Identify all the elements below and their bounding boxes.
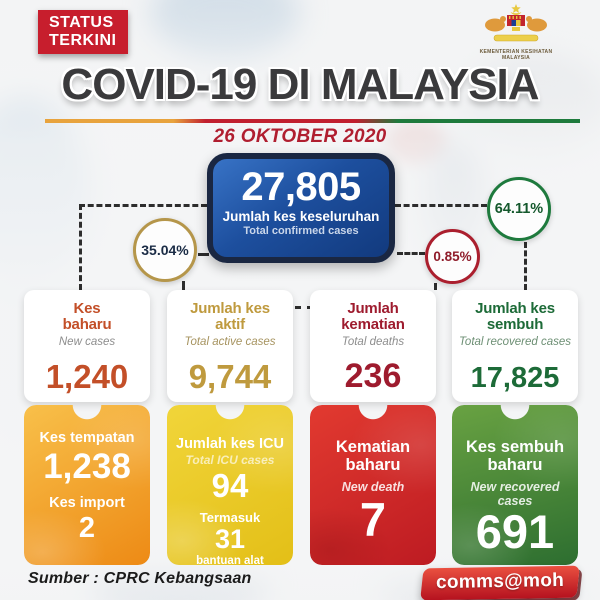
connector-line (182, 281, 185, 290)
icu-subtitle: Total ICU cases (185, 452, 275, 467)
active-cases-value: 9,744 (188, 358, 272, 395)
tricolor-divider (45, 119, 580, 123)
active-rate-circle: 35.04% (133, 218, 197, 282)
recovered-cases-value: 17,825 (470, 362, 560, 394)
total-cases-value: 27,805 (241, 165, 361, 209)
new-recovered-value: 691 (475, 504, 555, 558)
connector-line (79, 204, 207, 207)
malaysia-coat-of-arms-icon (485, 4, 547, 42)
recovered-cases-title: Jumlah kes sembuh (475, 300, 555, 333)
page-title: COVID-19 DI MALAYSIA (61, 60, 539, 109)
import-cases-value: 2 (78, 512, 96, 545)
icu-cases-card: Jumlah kes ICU Total ICU cases 94 Termas… (167, 405, 293, 579)
death-rate-value: 0.85% (433, 249, 472, 264)
connector-line (397, 252, 425, 255)
comms-moh-badge: comms@moh (420, 565, 580, 600)
connector-line (79, 204, 82, 290)
new-cases-value: 1,240 (45, 358, 129, 395)
total-cases-label-en: Total confirmed cases (243, 225, 359, 237)
recovery-rate-circle: 64.11% (487, 177, 551, 241)
connector-line (524, 242, 527, 290)
status-badge-line1: STATUS (49, 14, 114, 31)
connector-line (434, 283, 437, 290)
recovered-cases-card: Jumlah kes sembuh Total recovered cases … (452, 290, 578, 402)
data-source-note: Sumber : CPRC Kebangsaan (28, 570, 252, 587)
recovered-cases-subtitle: Total recovered cases (458, 335, 572, 348)
local-cases-value: 1,238 (43, 446, 131, 486)
connector-line (198, 253, 209, 256)
comms-moh-label: comms@moh (435, 569, 565, 594)
active-cases-card: Jumlah kes aktif Total active cases 9,74… (167, 290, 293, 402)
new-death-value: 7 (359, 493, 387, 546)
icu-value: 94 (211, 466, 249, 504)
total-deaths-subtitle: Total deaths (341, 335, 405, 348)
icu-including-label: Termasuk (199, 509, 261, 525)
new-death-card: Kematian baharu New death 7 (310, 405, 436, 565)
total-deaths-value: 236 (344, 357, 402, 395)
local-import-cases-card: Kes tempatan 1,238 Kes import 2 (24, 405, 150, 565)
icu-ventilator-value: 31 (214, 523, 246, 554)
new-cases-card: Kes baharu New cases 1,240 (24, 290, 150, 402)
recovery-rate-value: 64.11% (494, 201, 544, 217)
ministry-name-line1: KEMENTERIAN KESIHATAN (479, 49, 553, 55)
import-cases-label: Kes import (49, 494, 125, 511)
new-recovered-card: Kes sembuh baharu New recovered cases 69… (452, 405, 578, 565)
icu-title: Jumlah kes ICU (176, 436, 284, 452)
new-recovered-title: Kes sembuh baharu (465, 438, 565, 474)
report-date: 26 OKTOBER 2020 (213, 126, 387, 147)
total-cases-box: 27,805 Jumlah kes keseluruhan Total conf… (207, 153, 395, 263)
local-cases-label: Kes tempatan (39, 430, 135, 446)
new-death-subtitle: New death (341, 479, 405, 494)
status-terkini-badge: STATUS TERKINI (38, 10, 128, 55)
active-cases-title: Jumlah kes aktif (190, 300, 270, 333)
total-deaths-title: Jumlah kematian (341, 300, 405, 333)
total-deaths-card: Jumlah kematian Total deaths 236 (310, 290, 436, 402)
connector-line (395, 204, 487, 207)
total-cases-label-ms: Jumlah kes keseluruhan (222, 209, 380, 224)
new-cases-title: Kes baharu (62, 300, 112, 333)
ministry-name-line2: MALAYSIA (501, 55, 531, 62)
ministry-crest: KEMENTERIAN KESIHATAN MALAYSIA (458, 4, 574, 62)
new-death-title: Kematian baharu (335, 438, 411, 474)
death-rate-circle: 0.85% (425, 229, 480, 284)
connector-line (295, 306, 313, 309)
active-cases-subtitle: Total active cases (184, 335, 276, 348)
active-rate-value: 35.04% (141, 242, 189, 258)
new-cases-subtitle: New cases (58, 335, 116, 348)
new-recovered-subtitle: New recovered cases (470, 479, 560, 508)
status-badge-line2: TERKINI (49, 31, 117, 49)
